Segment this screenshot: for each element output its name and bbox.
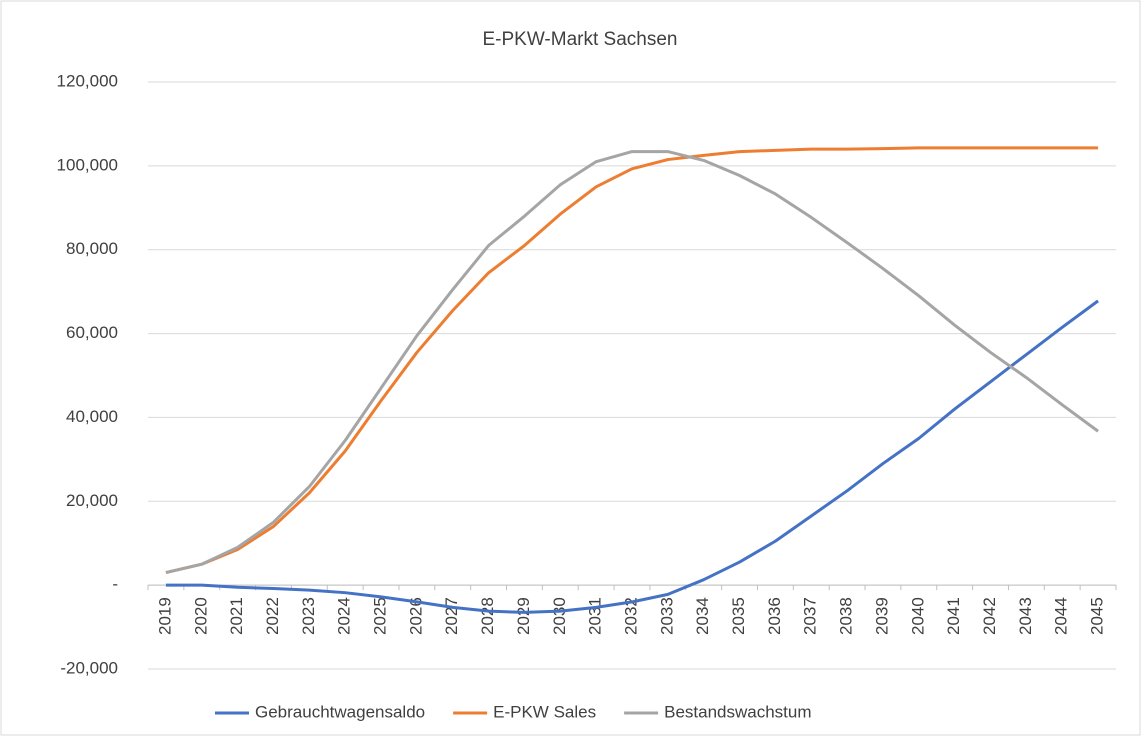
x-tick-label: 2032 — [621, 597, 640, 635]
y-tick-label: 20,000 — [66, 491, 118, 510]
y-tick-label: 40,000 — [66, 407, 118, 426]
x-tick-label: 2042 — [980, 597, 999, 635]
y-tick-label: 80,000 — [66, 239, 118, 258]
series-line — [165, 299, 1099, 614]
legend-label: Bestandswachstum — [664, 702, 811, 721]
y-tick-label: - — [112, 575, 118, 594]
x-tick-label: 2045 — [1088, 597, 1107, 635]
chart-title: E-PKW-Markt Sachsen — [483, 29, 678, 50]
series-line — [165, 146, 1099, 575]
x-tick-label: 2035 — [729, 597, 748, 635]
x-tick-label: 2033 — [657, 597, 676, 635]
x-tick-label: 2024 — [335, 597, 354, 635]
x-tick-label: 2040 — [908, 597, 927, 635]
series-line — [165, 150, 1099, 575]
legend-label: Gebrauchtwagensaldo — [255, 702, 425, 721]
y-tick-label: 60,000 — [66, 323, 118, 342]
x-tick-label: 2044 — [1052, 597, 1071, 635]
x-tick-label: 2039 — [872, 597, 891, 635]
x-tick-label: 2034 — [693, 597, 712, 635]
x-tick-label: 2030 — [550, 597, 569, 635]
x-tick-label: 2022 — [263, 597, 282, 635]
legend-label: E-PKW Sales — [493, 702, 596, 721]
x-tick-label: 2038 — [837, 597, 856, 635]
x-tick-label: 2019 — [155, 597, 174, 635]
x-tick-label: 2036 — [765, 597, 784, 635]
y-tick-label: 100,000 — [57, 155, 118, 174]
x-tick-label: 2023 — [299, 597, 318, 635]
x-tick-label: 2029 — [514, 597, 533, 635]
x-tick-label: 2020 — [191, 597, 210, 635]
x-tick-label: 2026 — [406, 597, 425, 635]
x-tick-label: 2031 — [586, 597, 605, 635]
x-tick-label: 2025 — [371, 597, 390, 635]
x-tick-label: 2041 — [944, 597, 963, 635]
x-tick-label: 2043 — [1016, 597, 1035, 635]
x-tick-label: 2037 — [801, 597, 820, 635]
x-tick-label: 2021 — [227, 597, 246, 635]
y-tick-label: -20,000 — [60, 658, 118, 677]
x-tick-label: 2027 — [442, 597, 461, 635]
y-tick-label: 120,000 — [57, 71, 118, 90]
x-tick-label: 2028 — [478, 597, 497, 635]
